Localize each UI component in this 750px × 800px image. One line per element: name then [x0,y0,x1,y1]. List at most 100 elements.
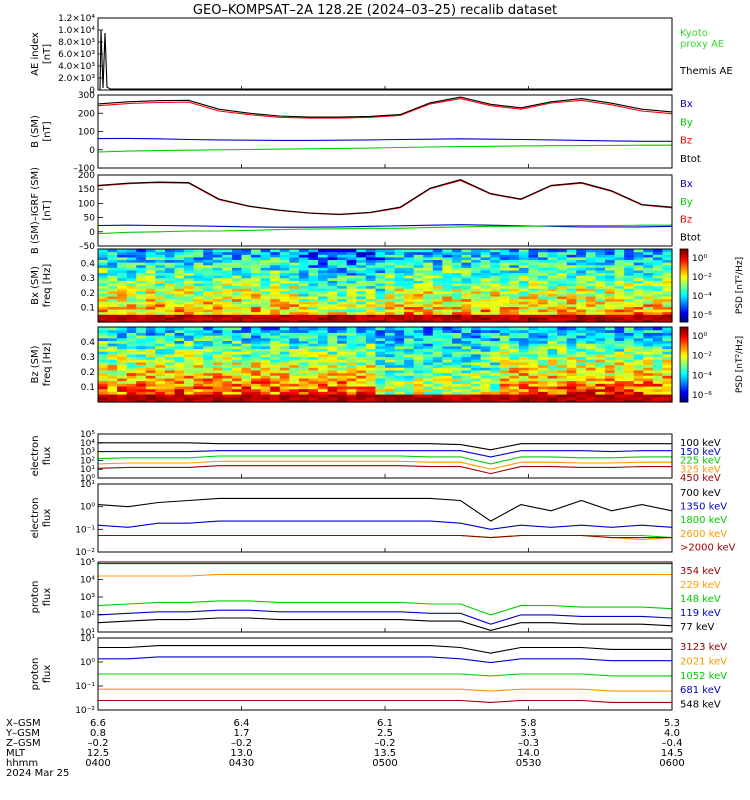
spectrogram-cell [499,388,510,392]
spectrogram-cell [576,316,587,320]
spectrogram-cell [279,385,290,390]
spectrogram-cell [490,272,501,276]
spectrogram-cell [518,295,530,300]
spectrogram-cell [432,254,443,258]
spectrogram-cell [652,383,664,387]
spectrogram-cell [356,391,367,395]
spectrogram-cell [557,311,568,315]
spectrogram-cell [451,351,463,355]
spectrogram-cell [566,327,577,331]
spectrogram-cell [404,275,415,279]
spectrogram-cell [662,396,673,400]
spectrogram-cell [518,399,530,403]
spectrogram-cell [184,295,195,300]
spectrogram-cell [528,262,539,266]
spectrogram-cell [231,388,243,392]
spectrogram-cell [136,399,147,403]
spectrogram-cell [98,314,109,318]
spectrogram-cell [337,377,348,382]
spectrogram-cell [423,311,434,315]
spectrogram-cell [423,329,434,333]
spectrogram-cell [270,345,281,350]
spectrogram-cell [289,361,300,366]
spectrogram-cell [184,319,195,323]
spectrogram-cell [98,288,109,292]
spectrogram-cell [471,369,482,374]
spectrogram-cell [413,316,424,320]
spectrogram-cell [308,303,319,307]
spectrogram-cell [337,251,348,255]
spectrogram-cell [394,254,405,258]
spectrogram-cell [298,356,310,360]
spectrogram-cell [231,288,243,292]
spectrogram-cell [98,306,109,310]
spectrogram-cell [356,277,367,281]
spectrogram-cell [107,367,118,371]
spectrogram-cell [308,367,319,371]
spectrogram-cell [509,356,520,360]
spectrogram-cell [471,290,482,294]
spectrogram-cell [652,285,664,289]
spectrogram-cell [279,375,290,379]
spectrogram-cell [136,249,147,253]
spectrogram-cell [518,264,530,268]
spectrogram-cell [136,295,147,300]
spectrogram-cell [241,314,252,318]
spectrogram-cell [318,380,329,384]
spectrogram-cell [164,272,176,276]
spectrogram-cell [251,399,262,403]
spectrogram-cell [461,319,472,323]
y-axis-label: [nT] [42,121,53,141]
colorbar-label: PSD [nT²/Hz] [735,336,745,393]
spectrogram-cell [643,385,654,390]
spectrogram-cell [662,343,673,347]
spectrogram-cell [298,275,310,279]
spectrogram-cell [327,367,338,371]
spectrogram-cell [155,267,166,271]
spectrogram-cell [308,388,319,392]
spectrogram-cell [499,308,510,313]
spectrogram-cell [193,356,204,360]
spectrogram-cell [595,353,606,358]
spectrogram-cell [432,288,443,292]
spectrogram-cell [518,285,530,289]
spectrogram-cell [432,277,443,281]
spectrogram-cell [203,306,214,310]
spectrogram-cell [231,251,243,255]
spectrogram-cell [136,308,147,313]
spectrogram-cell [643,280,654,284]
spectrogram-cell [260,391,271,395]
spectrogram-cell [241,301,252,305]
spectrogram-cell [375,293,386,297]
spectrogram-cell [595,262,606,266]
spectrogram-cell [203,277,214,281]
spectrogram-cell [461,256,472,261]
spectrogram-cell [155,369,166,374]
spectrogram-cell [231,295,243,300]
spectrogram-cell [480,293,491,297]
spectrogram-cell [346,316,357,320]
spectrogram-cell [432,396,443,400]
spectrogram-cell [624,391,635,395]
spectrogram-cell [346,251,357,255]
spectrogram-cell [624,316,635,320]
y-tick-label: 0.3 [81,353,95,363]
spectrogram-cell [98,254,109,258]
spectrogram-cell [528,264,539,268]
spectrogram-cell [107,361,118,366]
spectrogram-cell [203,262,214,266]
spectrogram-cell [509,269,520,274]
spectrogram-cell [652,254,664,258]
colorbar-segment [680,372,688,375]
spectrogram-cell [346,269,357,274]
x-axis-row-label: hhmm [6,758,38,769]
spectrogram-cell [385,319,396,323]
series-line-bx [97,137,672,142]
spectrogram-cell [117,343,128,347]
spectrogram-cell [145,337,156,341]
spectrogram-cell [174,293,185,297]
spectrogram-cell [566,308,577,313]
spectrogram-cell [107,254,118,258]
